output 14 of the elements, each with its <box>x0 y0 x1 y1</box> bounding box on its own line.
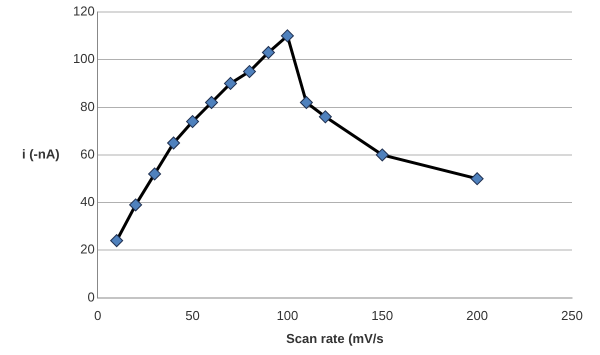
y-tick-label: 0 <box>87 289 95 304</box>
y-tick-label: 40 <box>80 194 95 210</box>
y-tick-label: 80 <box>80 98 95 114</box>
y-tick-label: 20 <box>80 242 95 257</box>
x-axis-title: Scan rate (mV/s <box>286 330 384 346</box>
x-tick-label: 100 <box>276 308 298 324</box>
y-tick-label: 120 <box>72 4 95 19</box>
x-tick-label: 200 <box>466 308 488 324</box>
y-tick-label: 60 <box>80 146 95 162</box>
x-tick-label: 250 <box>561 308 583 324</box>
y-tick-label: 100 <box>72 51 95 66</box>
y-axis-title: i (-nA) <box>22 146 60 162</box>
x-tick-label: 150 <box>371 308 394 324</box>
x-tick-label: 50 <box>185 308 200 324</box>
